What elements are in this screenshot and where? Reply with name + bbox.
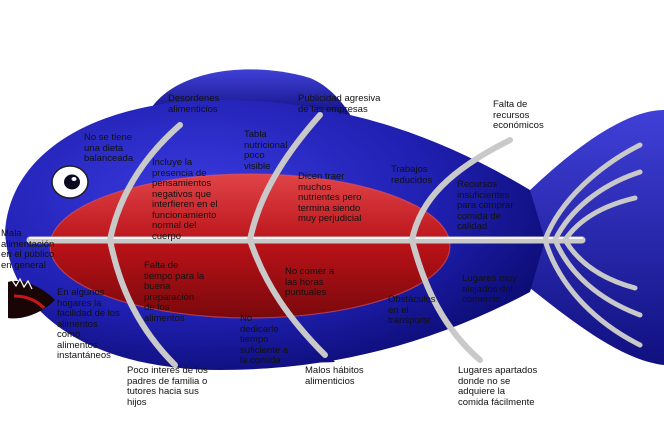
cause-obstaculos-transporte: Obstáculos en el transporte	[388, 294, 436, 326]
lower-bone-1	[107, 237, 178, 368]
cause-publicidad-agresiva: Publicidad agresiva de las empresas	[298, 93, 381, 115]
cause-tabla-nutricional: Tabla nutricional poco visible	[244, 129, 288, 172]
upper-bone-3	[409, 137, 513, 243]
lower-bone-3	[409, 237, 483, 363]
upper-bone-2	[247, 112, 323, 243]
tail-bone-3	[562, 195, 638, 243]
lower-bone-2	[247, 237, 328, 358]
cause-falta-recursos: Falta de recursos económicos	[493, 99, 544, 131]
tail-bone-6	[562, 237, 638, 291]
tail-bone-4	[542, 237, 643, 348]
tail-bone-2	[552, 169, 643, 243]
tail-bone-5	[552, 237, 643, 318]
upper-bone-1	[107, 122, 183, 243]
category-lugares-apartados: Lugares apartados donde no se adquiere l…	[458, 365, 538, 408]
cause-alimentos-instantaneos: En algunos hogares la facilidad de los a…	[57, 287, 120, 361]
cause-trabajos-reducidos: Trabajos reducidos	[391, 164, 433, 186]
cause-desordenes-alimenticios: Desordenes alimenticios	[168, 93, 220, 115]
cause-falta-tiempo: Falta de tiempo para la buena preparació…	[144, 260, 205, 324]
cause-dicen-traer-nutrientes: Dicen traer muchos nutrientes pero termi…	[298, 171, 362, 224]
cause-pensamientos-negativos: Incluye la presencia de pensamientos neg…	[152, 157, 218, 242]
cause-no-dedicarle-tiempo: No dedicarle tiempo suficiente a la comi…	[240, 313, 289, 366]
cause-recursos-insuficientes: Recursos insuficientes para comprar comi…	[457, 179, 514, 232]
category-poco-interes: Poco interés de los padres de familia o …	[127, 365, 208, 408]
tail-bone-1	[542, 142, 643, 243]
cause-lugares-alejados: Lugares muy alejados del comercio	[462, 273, 517, 305]
cause-no-dieta-balanceada: No se tiene una dieta balanceada	[84, 132, 134, 164]
cause-no-comer-horas: No comer a las horas puntuales	[285, 266, 335, 298]
cause-mala-alimentacion: Mala alimentación en el público en gener…	[1, 228, 55, 271]
category-malos-habitos: Malos hábitos alimenticios	[305, 365, 364, 387]
